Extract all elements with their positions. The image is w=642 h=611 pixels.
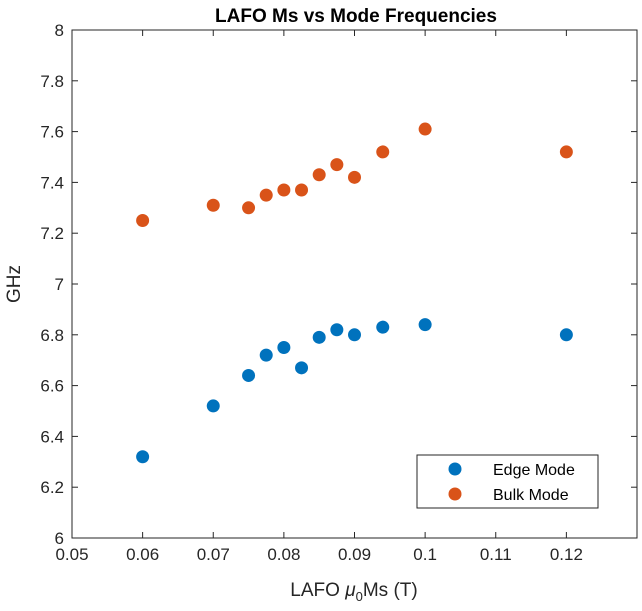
data-point <box>277 183 291 197</box>
y-tick-label: 6.6 <box>40 377 64 396</box>
y-tick-label: 7.6 <box>40 123 64 142</box>
y-tick-label: 7.8 <box>40 72 64 91</box>
y-tick-label: 8 <box>55 21 64 40</box>
data-point <box>136 450 150 464</box>
y-tick-label: 6.2 <box>40 478 64 497</box>
data-point <box>418 318 432 332</box>
y-tick-label: 6.8 <box>40 326 64 345</box>
series-bulk-mode <box>136 122 573 227</box>
x-tick-label: 0.05 <box>55 545 88 564</box>
series-edge-mode <box>136 318 573 464</box>
data-point <box>206 399 220 413</box>
x-axis: 0.05 0.06 0.07 0.08 0.09 0.1 0.11 0.12 <box>55 30 583 564</box>
data-point <box>330 323 344 337</box>
data-point <box>348 170 361 184</box>
x-tick-label: 0.09 <box>338 545 371 564</box>
data-point <box>376 320 390 334</box>
legend-box <box>416 454 599 509</box>
data-point <box>376 145 390 159</box>
y-tick-label: 6.4 <box>40 427 64 446</box>
x-axis-label-subscript: 0 <box>356 589 363 604</box>
x-tick-label: 0.12 <box>550 545 583 564</box>
data-point <box>559 328 573 342</box>
legend-marker <box>448 487 462 501</box>
data-point <box>277 341 291 354</box>
data-point <box>312 330 326 344</box>
data-point <box>312 168 326 182</box>
data-point <box>295 361 309 375</box>
y-tick-label: 7.2 <box>40 224 64 243</box>
x-tick-label: 0.11 <box>480 545 512 564</box>
x-axis-label: LAFO μ0Ms (T) <box>290 580 417 604</box>
data-point <box>330 158 344 172</box>
x-tick-label: 0.08 <box>267 545 300 564</box>
x-axis-label-symbol: μ <box>344 580 356 601</box>
data-point <box>259 348 273 362</box>
y-tick-label: 7 <box>55 275 64 294</box>
data-points <box>136 122 573 464</box>
x-axis-label-suffix: Ms (T) <box>363 580 418 601</box>
x-tick-label: 0.06 <box>126 545 159 564</box>
legend-entry-label: Bulk Mode <box>493 487 569 504</box>
y-axis-label: GHz <box>4 265 25 303</box>
data-point <box>259 188 273 202</box>
x-tick-label: 0.07 <box>197 545 230 564</box>
y-tick-label: 7.4 <box>40 173 64 192</box>
y-axis: 6 6.2 6.4 6.6 6.8 7 7.2 7.4 7.6 7.8 8 <box>40 21 637 548</box>
legend-entry-label: Edge Mode <box>493 462 575 479</box>
data-point <box>418 122 432 136</box>
data-point <box>348 328 361 342</box>
data-point <box>242 368 256 382</box>
chart-title: LAFO Ms vs Mode Frequencies <box>215 6 497 27</box>
data-point <box>136 214 150 227</box>
y-tick-label: 6 <box>55 529 64 548</box>
legend: Edge Mode Bulk Mode <box>416 454 599 509</box>
data-point <box>559 145 573 159</box>
x-axis-label-prefix: LAFO <box>290 580 345 601</box>
data-point <box>295 183 309 197</box>
data-point <box>242 201 256 215</box>
data-point <box>206 198 220 212</box>
x-tick-label: 0.1 <box>413 545 437 564</box>
legend-marker <box>448 462 462 476</box>
